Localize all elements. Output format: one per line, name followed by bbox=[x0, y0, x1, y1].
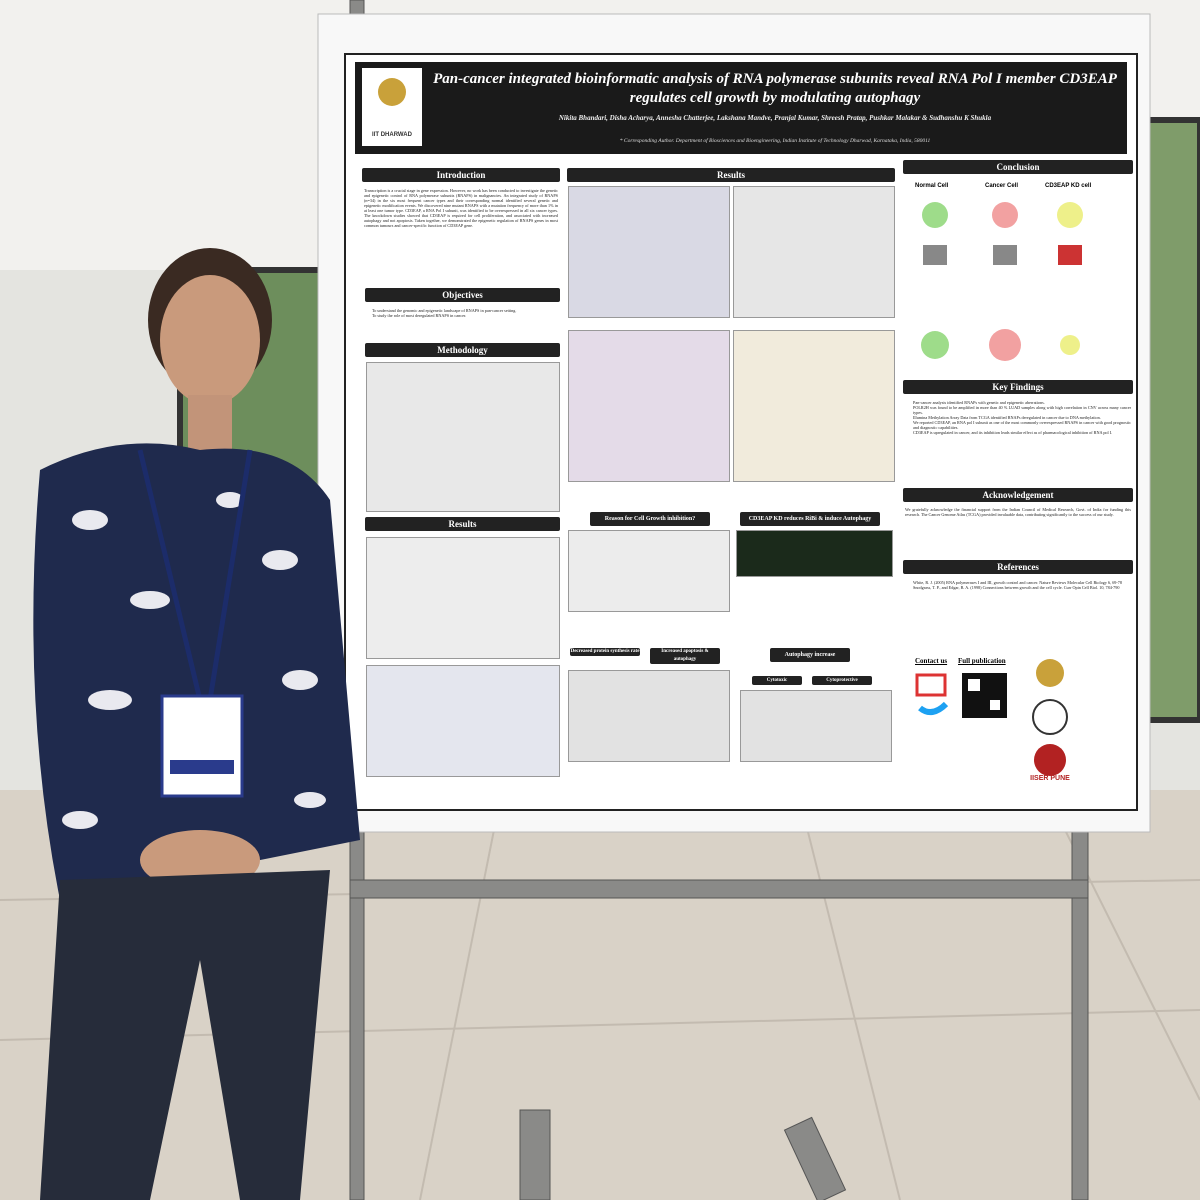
contact-label: Contact us bbox=[915, 657, 948, 665]
section-body: Transcription is a crucial stage in gene… bbox=[364, 188, 558, 228]
cell-label: CD3EAP KD cell bbox=[1045, 183, 1092, 189]
section-heading: Acknowledgement bbox=[903, 488, 1133, 502]
section-heading: References bbox=[903, 560, 1133, 574]
objectives-list: To understand the genomic and epigenetic… bbox=[364, 308, 558, 338]
findings-list: Pan-cancer analysis identified RNAPs wit… bbox=[905, 400, 1131, 482]
cell-label: Normal Cell bbox=[915, 183, 949, 189]
figure bbox=[366, 537, 560, 659]
figure bbox=[733, 186, 895, 318]
box-label: Reason for Cell Growth inhibition? bbox=[590, 512, 710, 526]
contact-icons bbox=[915, 673, 1007, 718]
institution-logos bbox=[1032, 659, 1068, 776]
figure bbox=[366, 665, 560, 777]
reference: Snodgrass, T. P., and Edgar, B. A. (1998… bbox=[913, 585, 1131, 590]
authors: Nikita Bhandari, Disha Acharya, Annesha … bbox=[558, 114, 992, 122]
section-heading: Objectives bbox=[365, 288, 560, 302]
box-label: Cytoprotective bbox=[812, 676, 872, 685]
finding: CD3EAP is upregulated in cancer, and its… bbox=[913, 430, 1131, 435]
section-heading: Conclusion bbox=[903, 160, 1133, 174]
section-body: We gratefully acknowledge the financial … bbox=[905, 507, 1131, 517]
finding: We reported CD3EAP, an RNA pol I subunit… bbox=[913, 420, 1131, 430]
figure bbox=[366, 362, 560, 512]
section-heading: Methodology bbox=[365, 343, 560, 357]
logo-text: IIT DHARWAD bbox=[372, 132, 412, 138]
box-label: Cytotoxic bbox=[752, 676, 802, 685]
figure bbox=[568, 530, 730, 612]
figure bbox=[568, 186, 730, 318]
affiliation: * Corresponding Author. Department of Bi… bbox=[619, 138, 931, 144]
section-heading: Introduction bbox=[362, 168, 560, 182]
box-label: Decreased protein synthesis rate bbox=[570, 648, 640, 656]
figure bbox=[568, 330, 730, 482]
box-label: CD3EAP KD reduces RiBi & induce Autophag… bbox=[740, 512, 880, 526]
box-label: Autophagy increase bbox=[770, 648, 850, 662]
finding: Pan-cancer analysis identified RNAPs wit… bbox=[913, 400, 1131, 405]
finding: POLR2H was found to be amplified in more… bbox=[913, 405, 1131, 415]
section-heading: Results bbox=[567, 168, 895, 182]
conclusion-diagram bbox=[921, 202, 1083, 361]
cell-label: Cancer Cell bbox=[985, 183, 1019, 189]
objective: To understand the genomic and epigenetic… bbox=[372, 308, 558, 313]
box-label: Increased apoptosis & autophagy bbox=[650, 648, 720, 664]
logo-text: IISER PUNE bbox=[1030, 775, 1070, 782]
publication-label: Full publication bbox=[958, 657, 1006, 665]
figure bbox=[568, 670, 730, 762]
objective: To study the role of most deregulated RN… bbox=[372, 313, 558, 318]
references-list: White, R. J. (2005) RNA polymerases I an… bbox=[905, 580, 1131, 650]
figure bbox=[736, 530, 893, 577]
section-heading: Key Findings bbox=[903, 380, 1133, 394]
figure bbox=[733, 330, 895, 482]
figure bbox=[740, 690, 892, 762]
reference: White, R. J. (2005) RNA polymerases I an… bbox=[913, 580, 1131, 585]
section-heading: Results bbox=[365, 517, 560, 531]
finding: Illumina Methylation Array Data from TCG… bbox=[913, 415, 1131, 420]
poster-title: Pan-cancer integrated bioinformatic anal… bbox=[433, 71, 1117, 106]
